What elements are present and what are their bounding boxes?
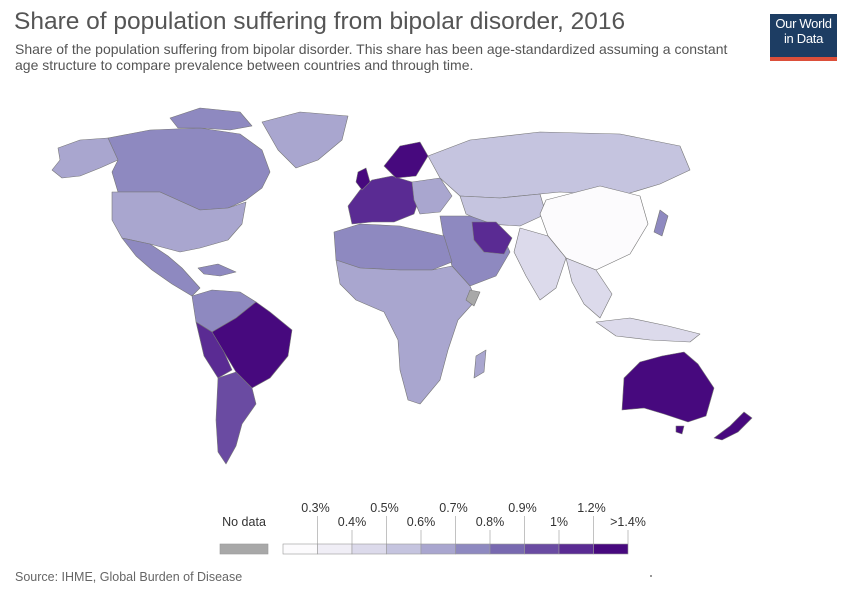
legend-swatch: [455, 543, 491, 555]
logo-line-2: in Data: [783, 31, 824, 46]
region-arctic-islands[interactable]: [169, 107, 253, 131]
region-scandinavia[interactable]: [383, 141, 429, 179]
legend-label-bottom: 0.6%: [407, 515, 436, 529]
legend-swatch: [558, 543, 594, 555]
legend-swatch: [386, 543, 422, 555]
legend-label-top: 1.2%: [577, 501, 606, 515]
region-caribbean[interactable]: [197, 263, 237, 277]
legend-label-top: 0.9%: [508, 501, 537, 515]
owid-logo[interactable]: Our World in Data: [770, 14, 837, 61]
region-mexico[interactable]: [121, 237, 201, 297]
region-greenland[interactable]: [261, 111, 349, 169]
region-japan[interactable]: [653, 209, 669, 237]
legend-label-bottom: >1.4%: [610, 515, 646, 529]
legend-label-bottom: 0.4%: [338, 515, 367, 529]
region-canada[interactable]: [107, 127, 271, 211]
region-tasmania[interactable]: [675, 425, 685, 435]
legend-label-top: 0.5%: [370, 501, 399, 515]
legend-label-bottom: 1%: [550, 515, 568, 529]
world-map[interactable]: [0, 90, 850, 475]
region-indonesia[interactable]: [595, 317, 701, 343]
region-iran[interactable]: [471, 221, 513, 255]
legend-swatch: [317, 543, 353, 555]
region-south-asia[interactable]: [513, 227, 567, 301]
legend-label-top: 0.7%: [439, 501, 468, 515]
region-new-zealand[interactable]: [713, 411, 753, 441]
region-madagascar[interactable]: [473, 349, 487, 379]
source-note: Source: IHME, Global Burden of Disease: [15, 570, 243, 584]
legend-swatch: [524, 543, 560, 555]
legend-swatch: [351, 543, 387, 555]
legend-label-top: 0.3%: [301, 501, 330, 515]
legend-swatch: [489, 543, 525, 555]
region-russia[interactable]: [427, 131, 691, 199]
legend-swatch: [282, 543, 318, 555]
legend-no-data-label: No data: [222, 515, 266, 529]
region-southeast-asia[interactable]: [565, 257, 613, 319]
chart-subtitle: Share of the population suffering from b…: [15, 41, 728, 73]
region-north-africa[interactable]: [333, 223, 453, 271]
legend-label-bottom: 0.8%: [476, 515, 505, 529]
decorative-dot: [650, 575, 652, 577]
region-central-asia[interactable]: [459, 193, 547, 227]
region-argentina[interactable]: [215, 371, 257, 465]
legend-swatch: [593, 543, 629, 555]
chart-title: Share of population suffering from bipol…: [14, 8, 626, 35]
region-brazil[interactable]: [211, 301, 293, 389]
map-legend: No data 0.3% 0.5% 0.7% 0.9% 1.2% 0.4% 0.6% 0.8% 1…: [219, 501, 646, 555]
logo-line-1: Our World: [775, 16, 832, 31]
region-alaska[interactable]: [51, 137, 123, 179]
region-somalia[interactable]: [465, 289, 481, 307]
region-peru[interactable]: [195, 321, 233, 379]
region-australia[interactable]: [621, 351, 715, 423]
region-china[interactable]: [539, 185, 649, 271]
legend-no-data-swatch: [219, 543, 269, 555]
legend-swatch: [420, 543, 456, 555]
region-sub-saharan-africa[interactable]: [335, 259, 477, 405]
region-uk[interactable]: [355, 167, 371, 191]
